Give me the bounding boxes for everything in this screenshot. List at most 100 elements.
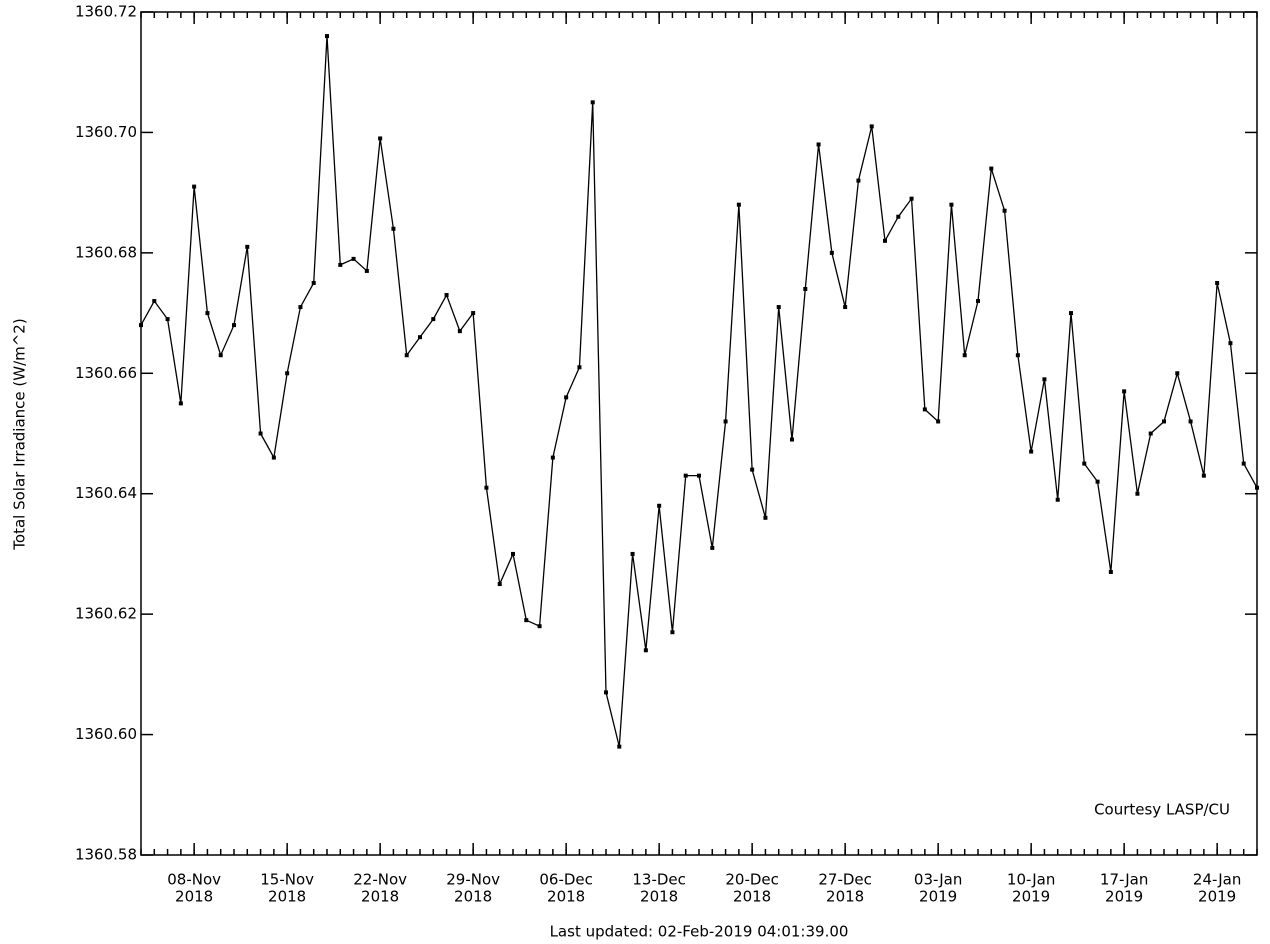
data-point xyxy=(1002,208,1007,213)
data-point xyxy=(524,618,529,623)
data-point xyxy=(989,166,994,171)
data-point xyxy=(949,202,954,207)
data-point xyxy=(457,329,462,334)
data-point xyxy=(869,124,874,129)
footer: Last updated: 02-Feb-2019 04:01:39.00 xyxy=(550,923,849,941)
data-point xyxy=(404,353,409,358)
data-point xyxy=(497,582,502,587)
y-tick-label: 1360.70 xyxy=(75,123,137,141)
data-point xyxy=(1241,461,1246,466)
data-point xyxy=(936,419,941,424)
plot-frame xyxy=(140,11,1258,856)
data-point xyxy=(710,545,715,550)
data-point xyxy=(285,371,290,376)
data-point xyxy=(484,485,489,490)
data-point xyxy=(351,256,356,261)
data-point xyxy=(152,299,157,304)
data-point xyxy=(178,401,183,406)
x-tick-label: 20-Dec xyxy=(725,871,779,889)
x-tick-label: 2018 xyxy=(826,888,864,906)
data-point xyxy=(1122,389,1127,394)
x-tick-label: 2018 xyxy=(733,888,771,906)
data-point xyxy=(829,250,834,255)
x-tick-label: 27-Dec xyxy=(818,871,872,889)
data-point xyxy=(790,437,794,442)
data-point xyxy=(139,323,143,328)
data-point xyxy=(750,467,755,472)
data-point xyxy=(1148,431,1153,436)
x-tick-label: 15-Nov xyxy=(260,871,314,889)
data-point xyxy=(723,419,728,424)
y-tick-label: 1360.66 xyxy=(75,364,137,382)
data-point xyxy=(577,365,582,370)
data-point xyxy=(1175,371,1180,376)
x-tick-label: 2018 xyxy=(175,888,213,906)
data-point xyxy=(776,305,781,310)
data-point xyxy=(922,407,927,412)
data-point xyxy=(1029,449,1034,454)
data-point xyxy=(816,142,821,147)
data-point xyxy=(218,353,223,358)
x-tick-label: 2018 xyxy=(454,888,492,906)
data-point xyxy=(657,503,662,508)
data-point xyxy=(1201,473,1206,478)
data-point xyxy=(1055,497,1060,502)
data-point xyxy=(617,744,622,749)
data-point xyxy=(298,305,303,310)
data-point xyxy=(803,286,808,291)
x-tick-label: 17-Jan xyxy=(1100,871,1148,889)
data-point xyxy=(590,100,595,105)
data-point xyxy=(683,473,688,478)
y-tick-label: 1360.64 xyxy=(75,484,137,502)
data-point xyxy=(962,353,967,358)
x-tick-label: 06-Dec xyxy=(539,871,593,889)
x-tick-label: 24-Jan xyxy=(1193,871,1241,889)
data-point xyxy=(511,551,515,556)
data-point xyxy=(364,268,369,273)
data-point xyxy=(1255,485,1259,490)
data-point xyxy=(909,196,914,201)
data-point xyxy=(643,648,648,653)
data-point xyxy=(1188,419,1193,424)
data-point xyxy=(1215,280,1220,285)
x-tick-label: 10-Jan xyxy=(1007,871,1055,889)
data-point xyxy=(1135,491,1140,496)
x-tick-label: 22-Nov xyxy=(353,871,407,889)
x-tick-label: 2019 xyxy=(1105,888,1143,906)
data-point xyxy=(271,455,276,460)
data-line xyxy=(140,36,1258,747)
x-tick-label: 2018 xyxy=(640,888,678,906)
y-tick-label: 1360.62 xyxy=(75,605,137,623)
x-tick-label: 2018 xyxy=(268,888,306,906)
x-tick-label: 13-Dec xyxy=(632,871,686,889)
data-point xyxy=(1228,341,1233,346)
data-point xyxy=(1082,461,1087,466)
data-point xyxy=(1095,479,1100,484)
x-tick-label: 2019 xyxy=(1198,888,1236,906)
data-point xyxy=(192,184,197,189)
data-point xyxy=(896,214,901,219)
data-point xyxy=(1042,377,1047,382)
data-point xyxy=(311,280,316,285)
data-point xyxy=(976,299,980,304)
annotation: Courtesy LASP/CU xyxy=(1094,801,1230,819)
data-point xyxy=(378,136,383,141)
data-point xyxy=(537,624,542,629)
data-point xyxy=(232,323,236,328)
data-point xyxy=(604,690,608,695)
y-axis-label: Total Solar Irradiance (W/m^2) xyxy=(11,318,29,550)
x-tick-label: 03-Jan xyxy=(914,871,962,889)
data-point xyxy=(245,244,250,249)
data-point xyxy=(391,226,396,231)
data-point xyxy=(564,395,569,400)
data-point xyxy=(165,317,170,322)
data-point xyxy=(630,551,635,556)
data-point xyxy=(444,293,449,298)
data-point xyxy=(550,455,555,460)
data-point xyxy=(338,262,343,267)
y-tick-label: 1360.58 xyxy=(75,846,137,864)
x-tick-label: 2018 xyxy=(547,888,585,906)
x-tick-label: 2019 xyxy=(1012,888,1050,906)
data-point xyxy=(883,238,887,243)
